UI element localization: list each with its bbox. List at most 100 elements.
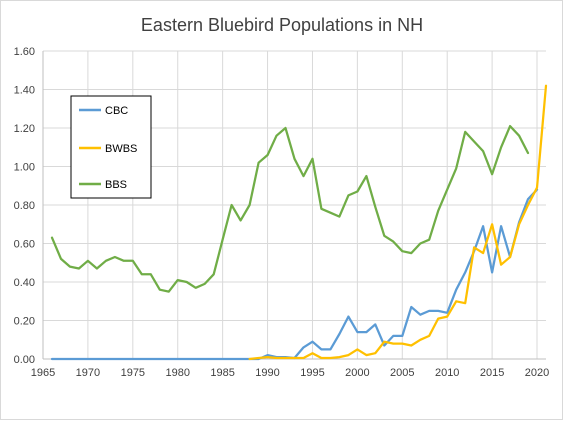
data-point-cbc: [338, 332, 341, 335]
y-tick-label: 0.20: [14, 316, 35, 328]
data-point-bbs: [158, 288, 161, 291]
data-point-cbc: [104, 358, 107, 361]
data-point-bbs: [221, 238, 224, 241]
data-point-cbc: [392, 334, 395, 337]
data-point-bbs: [383, 234, 386, 237]
data-point-bbs: [437, 209, 440, 212]
data-point-bwbs: [464, 302, 467, 305]
y-tick-label: 1.00: [14, 162, 35, 174]
data-point-bbs: [68, 265, 71, 268]
data-point-bbs: [167, 290, 170, 293]
y-tick-label: 0.80: [14, 200, 35, 212]
data-point-cbc: [185, 358, 188, 361]
data-point-bwbs: [410, 344, 413, 347]
data-point-cbc: [347, 315, 350, 318]
data-point-cbc: [302, 346, 305, 349]
data-point-bbs: [239, 219, 242, 222]
data-point-bwbs: [455, 300, 458, 303]
data-point-bwbs: [509, 255, 512, 258]
data-point-cbc: [140, 358, 143, 361]
data-point-cbc: [437, 309, 440, 312]
data-point-cbc: [203, 358, 206, 361]
data-point-bbs: [194, 286, 197, 289]
data-point-bbs: [59, 257, 62, 260]
data-point-bwbs: [293, 357, 296, 360]
y-tick-label: 1.60: [14, 46, 35, 58]
data-point-bbs: [131, 259, 134, 262]
data-point-bbs: [419, 242, 422, 245]
x-tick-label: 1980: [165, 367, 189, 379]
data-point-bwbs: [338, 356, 341, 359]
data-point-cbc: [464, 271, 467, 274]
data-point-cbc: [329, 348, 332, 351]
data-point-bbs: [338, 215, 341, 218]
data-point-bwbs: [527, 204, 530, 207]
x-tick-label: 1985: [210, 367, 234, 379]
data-point-cbc: [122, 358, 125, 361]
x-tick-label: 1965: [31, 367, 55, 379]
data-point-cbc: [482, 225, 485, 228]
x-tick-label: 1990: [255, 367, 279, 379]
legend-label-bbs: BBS: [105, 179, 127, 191]
data-point-bbs: [392, 240, 395, 243]
data-point-bwbs: [482, 252, 485, 255]
data-point-bwbs: [365, 354, 368, 357]
data-point-bbs: [527, 152, 530, 155]
data-point-bwbs: [347, 354, 350, 357]
data-point-bwbs: [428, 334, 431, 337]
data-point-cbc: [365, 331, 368, 334]
data-point-cbc: [68, 358, 71, 361]
x-tick-label: 1970: [76, 367, 100, 379]
data-point-bwbs: [374, 352, 377, 355]
y-tick-label: 0.00: [14, 354, 35, 366]
data-point-bbs: [275, 134, 278, 137]
data-point-bwbs: [284, 357, 287, 360]
data-point-bbs: [95, 267, 98, 270]
data-point-bbs: [86, 259, 89, 262]
data-point-bwbs: [311, 352, 314, 355]
data-point-bbs: [320, 207, 323, 210]
data-point-cbc: [167, 358, 170, 361]
data-point-cbc: [500, 225, 503, 228]
data-point-cbc: [401, 334, 404, 337]
data-point-bwbs: [248, 358, 251, 361]
data-point-bbs: [257, 161, 260, 164]
x-tick-label: 2010: [435, 367, 459, 379]
data-point-bbs: [365, 175, 368, 178]
data-point-bwbs: [437, 317, 440, 320]
data-point-bbs: [113, 255, 116, 258]
data-point-cbc: [131, 358, 134, 361]
data-point-cbc: [410, 306, 413, 309]
data-point-bwbs: [392, 342, 395, 345]
data-point-cbc: [212, 358, 215, 361]
data-point-bbs: [266, 153, 269, 156]
data-point-bwbs: [500, 263, 503, 266]
data-point-bbs: [401, 250, 404, 253]
data-point-bbs: [230, 204, 233, 207]
data-point-cbc: [230, 358, 233, 361]
data-point-bwbs: [266, 356, 269, 359]
data-point-cbc: [221, 358, 224, 361]
data-point-cbc: [527, 198, 530, 201]
y-tick-label: 0.60: [14, 239, 35, 251]
x-tick-label: 1995: [300, 367, 324, 379]
data-point-bwbs: [446, 315, 449, 318]
data-point-bwbs: [491, 223, 494, 226]
data-point-bbs: [293, 157, 296, 160]
data-point-bbs: [104, 259, 107, 262]
data-point-bbs: [149, 273, 152, 276]
axes: 0.00 0.20 0.40 0.60 0.80 1.00 1.20 1.40 1.60 1965…: [14, 46, 550, 379]
data-point-cbc: [59, 358, 62, 361]
data-point-bwbs: [401, 342, 404, 345]
data-point-bbs: [248, 204, 251, 207]
data-point-bbs: [203, 282, 206, 285]
series-line-cbc: [50, 188, 539, 361]
data-point-cbc: [149, 358, 152, 361]
legend-label-bwbs: BWBS: [105, 143, 137, 155]
x-tick-label: 2000: [345, 367, 369, 379]
data-point-bbs: [428, 238, 431, 241]
data-point-bbs: [464, 130, 467, 133]
legend: CBC BWBS BBS: [70, 95, 152, 199]
